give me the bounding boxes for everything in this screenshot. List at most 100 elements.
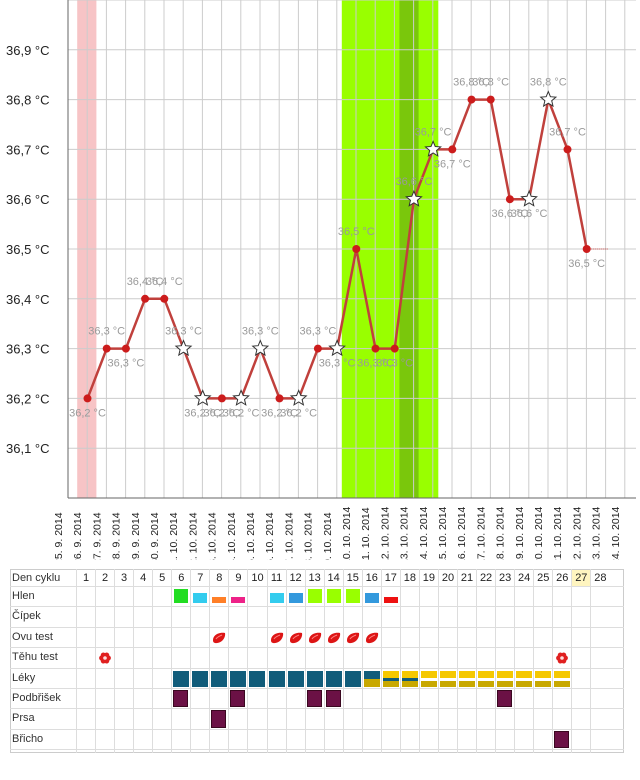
medication-blue-marker[interactable]: [173, 670, 190, 687]
mucus-marker[interactable]: [288, 593, 303, 603]
ovulation-test-drop-icon[interactable]: [345, 631, 361, 645]
mucus-marker[interactable]: [193, 593, 208, 603]
cycle-col-divider: [266, 569, 268, 754]
medication-yellow-marker[interactable]: [497, 670, 514, 678]
ovulation-test-drop-icon[interactable]: [326, 631, 342, 645]
data-point: [371, 344, 380, 353]
cycle-day-number: 20: [441, 572, 455, 584]
medication-yellow-marker[interactable]: [535, 670, 552, 678]
abdomen-pain-marker[interactable]: [306, 690, 322, 708]
medication-yellow-marker[interactable]: [382, 670, 399, 678]
ovulation-test-drop-icon[interactable]: [269, 631, 285, 645]
medication-yellow-marker[interactable]: [439, 670, 456, 678]
y-tick-label: 36,9 °C: [6, 43, 50, 58]
cycle-day-number: 24: [518, 572, 531, 584]
pregnancy-test-flower-icon[interactable]: [555, 651, 569, 665]
mucus-marker[interactable]: [174, 589, 189, 603]
x-tick-label: 29. 9. 2014: [130, 512, 142, 560]
row-label-abdomen-pain-icon: Podbřišek: [12, 692, 61, 704]
cycle-col-divider: [152, 569, 154, 754]
data-point: [563, 145, 572, 154]
mucus-marker[interactable]: [345, 589, 360, 603]
medication-yellow-marker[interactable]: [363, 678, 380, 687]
medication-yellow-marker: [420, 680, 437, 687]
cycle-day-number: 25: [537, 572, 550, 584]
cycle-row-divider: [10, 626, 624, 628]
x-tick-label: 19. 10. 2014: [514, 506, 526, 560]
medication-yellow-marker: [382, 680, 399, 687]
abdomen-pain-marker[interactable]: [173, 690, 189, 708]
medication-blue-marker[interactable]: [211, 670, 228, 687]
x-tick-label: 27. 9. 2014: [91, 512, 103, 560]
cycle-col-divider: [533, 569, 535, 754]
cycle-day-header-label: Den cyklu: [12, 572, 61, 584]
data-point: [313, 344, 322, 353]
value-label: 36,6 °C: [511, 208, 548, 220]
value-label: 36,6 °C: [491, 208, 528, 220]
cycle-col-divider: [590, 569, 592, 754]
medication-blue-marker[interactable]: [249, 670, 266, 687]
cycle-day-number: 2: [102, 572, 109, 584]
medication-blue-marker[interactable]: [230, 670, 247, 687]
abdomen-pain-marker[interactable]: [497, 690, 513, 708]
medication-yellow-marker[interactable]: [516, 670, 533, 678]
cycle-day-number: 1: [82, 572, 90, 584]
mucus-marker[interactable]: [212, 597, 227, 603]
mucus-marker[interactable]: [269, 593, 284, 603]
x-tick-label: 1. 10. 2014: [168, 512, 180, 560]
row-label-pregnancy-test-flower-icon: Těhu test: [12, 651, 58, 664]
cycle-row-divider: [10, 647, 624, 649]
cycle-day-number: 18: [403, 572, 416, 584]
medication-yellow-marker[interactable]: [478, 670, 495, 678]
cycle-col-divider: [209, 569, 211, 754]
x-axis: 25. 9. 2014 26. 9. 2014 27. 9. 2014 28. 9. …: [53, 506, 622, 560]
medication-blue-marker[interactable]: [192, 670, 209, 687]
x-tick-label: 11. 10. 2014: [360, 507, 372, 560]
medication-blue-marker[interactable]: [306, 670, 323, 687]
data-point: [467, 95, 476, 104]
abdomen-pain-marker[interactable]: [230, 690, 246, 708]
medication-blue-marker[interactable]: [363, 670, 380, 679]
medication-yellow-marker[interactable]: [459, 670, 476, 678]
mucus-marker[interactable]: [326, 589, 341, 603]
x-tick-label: 3. 10. 2014: [207, 512, 219, 560]
row-label-breast-icon: Prsa: [12, 712, 35, 725]
x-tick-label: 20. 10. 2014: [533, 506, 545, 560]
belly-marker[interactable]: [554, 730, 570, 749]
data-point: [352, 245, 361, 253]
medication-blue-marker[interactable]: [268, 670, 285, 687]
medication-yellow-marker[interactable]: [401, 670, 418, 678]
mucus-marker[interactable]: [383, 597, 398, 603]
ovulation-test-drop-icon[interactable]: [211, 631, 227, 645]
mucus-marker[interactable]: [231, 597, 246, 603]
cycle-col-divider: [399, 569, 401, 754]
row-label-ovulation-test-drop-icon: Ovu test: [12, 630, 53, 643]
medication-blue-marker[interactable]: [287, 670, 304, 687]
ovulation-test-drop-icon[interactable]: [307, 631, 323, 645]
y-tick-label: 36,8 °C: [6, 93, 50, 108]
data-point: [141, 294, 150, 303]
mucus-marker[interactable]: [364, 593, 379, 603]
data-point: [121, 344, 130, 353]
ovulation-test-drop-icon[interactable]: [364, 631, 380, 645]
pregnancy-test-flower-icon[interactable]: [98, 651, 112, 665]
cycle-col-divider: [552, 569, 554, 754]
cycle-row-divider: [10, 606, 624, 608]
value-label: 36,7 °C: [434, 158, 471, 170]
abdomen-pain-marker[interactable]: [325, 690, 341, 708]
cycle-table-frame: [10, 569, 624, 754]
data-point: [160, 294, 169, 303]
medication-yellow-marker[interactable]: [554, 670, 571, 678]
breast-marker[interactable]: [211, 710, 227, 728]
medication-blue-marker[interactable]: [344, 670, 361, 687]
data-point-star: [251, 339, 270, 357]
mucus-marker[interactable]: [307, 589, 322, 603]
medication-blue-marker[interactable]: [325, 670, 342, 687]
x-tick-label: 24. 10. 2014: [610, 506, 622, 560]
cycle-col-divider: [133, 569, 135, 754]
medication-yellow-marker[interactable]: [420, 670, 437, 678]
x-tick-label: 8. 10. 2014: [303, 512, 315, 560]
ovulation-test-drop-icon[interactable]: [288, 631, 304, 645]
value-label: 36,2 °C: [280, 407, 317, 419]
value-label: 36,3 °C: [242, 326, 279, 338]
